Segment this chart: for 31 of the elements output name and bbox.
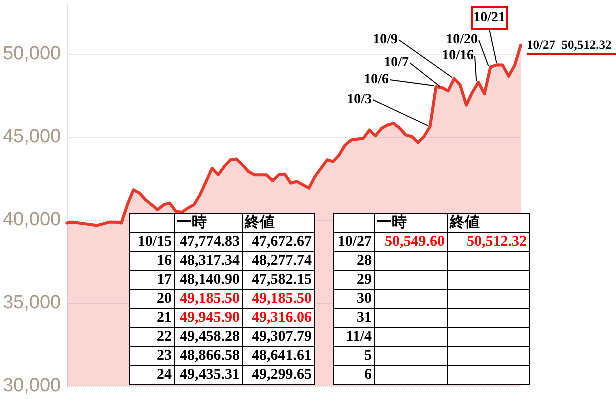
annotation: 10/3: [347, 92, 372, 108]
text: 10/27 50,512.32: [527, 38, 612, 52]
annotation: 10/7: [384, 56, 409, 70]
annotation: 10/15 47,774.83 47,672.67: [136, 233, 313, 252]
annotation: 21 49,945.90 49,316.06: [156, 309, 313, 328]
y-tick-label: 35,000: [2, 292, 62, 314]
annotation: 10/6: [364, 72, 389, 88]
annotation: 29: [334, 270, 374, 290]
annotation: 11/4: [334, 328, 374, 346]
text: 一時 終値: [377, 214, 480, 231]
annotation: 10/21: [474, 10, 506, 26]
annotation: 30: [334, 290, 374, 308]
annotation: 10/20: [446, 32, 478, 48]
annotation: 16 48,317.34 48,277.74: [156, 252, 313, 270]
annotation: 17 48,140.90 47,582.15: [156, 271, 313, 290]
annotation: 5: [334, 346, 374, 366]
annotation: 31: [334, 308, 374, 328]
text: 10/27 50,549.60 50,512.32: [338, 234, 527, 250]
annotation: 6: [334, 366, 374, 384]
annotation: 10/9: [373, 32, 398, 48]
y-tick-label: 50,000: [2, 43, 62, 64]
y-tick-label: 30,000: [2, 376, 62, 396]
annotation: 28: [334, 252, 374, 270]
annotation: 22 49,458.28 49,307.79: [156, 328, 313, 346]
y-tick-label: 45,000: [2, 126, 62, 148]
y-tick-label: 40,000: [2, 209, 62, 230]
annotation: 24 49,435.31 49,299.65: [156, 366, 313, 384]
annotation: 23 48,866.58 48,641.61: [156, 347, 313, 366]
annotation: 20 49,185.50 49,185.50: [156, 290, 313, 308]
text: 一時 終値: [177, 214, 275, 231]
annotation: 10/16: [442, 48, 474, 64]
